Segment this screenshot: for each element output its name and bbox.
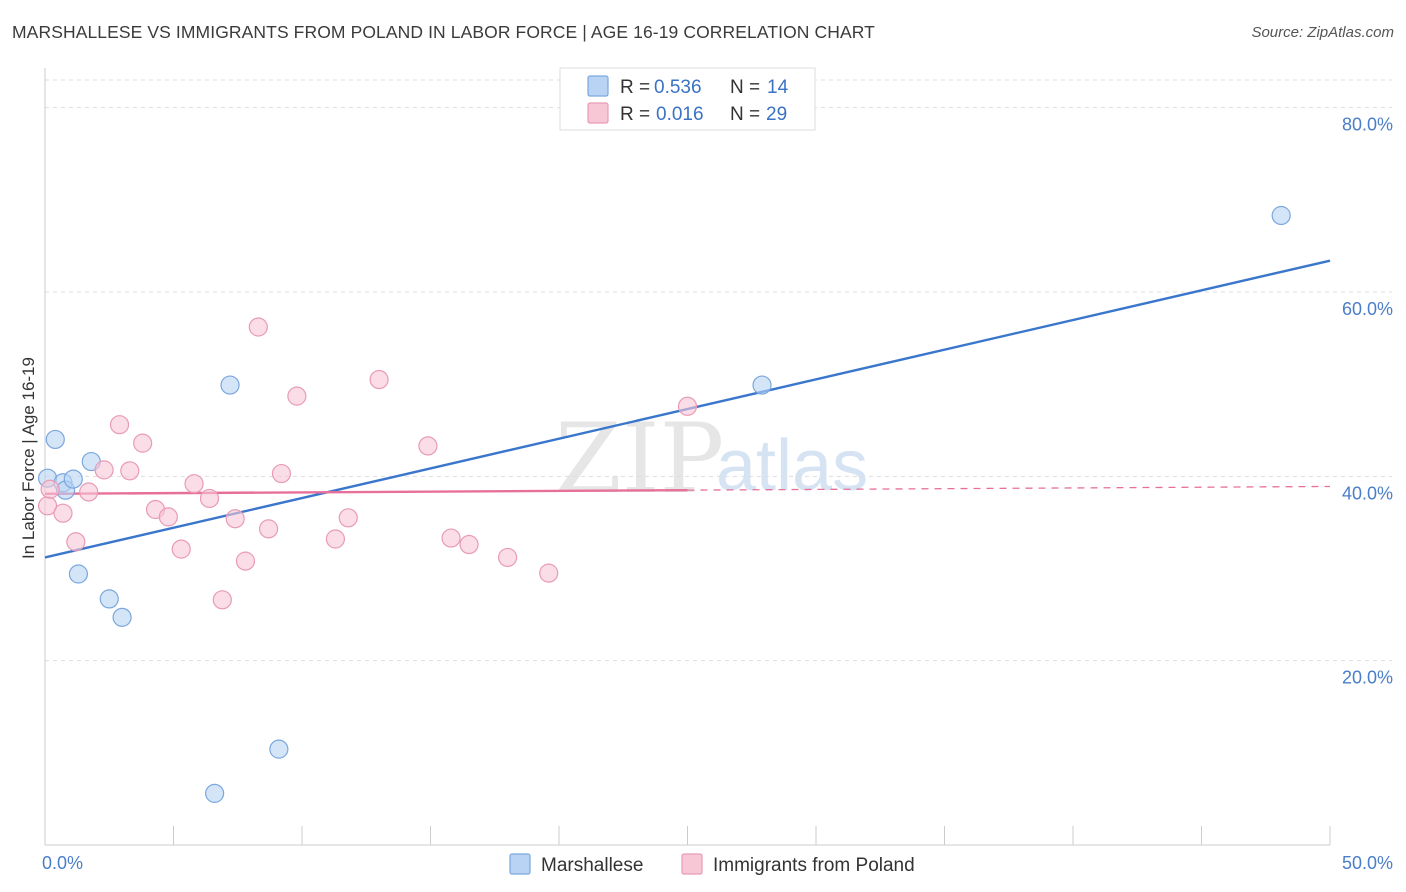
data-point-marshallese <box>752 375 772 395</box>
data-point-marshallese <box>112 607 132 627</box>
bottom-legend-label-poland: Immigrants from Poland <box>713 855 915 876</box>
x-tick-label: 0.0% <box>42 853 83 873</box>
data-point-poland <box>66 532 86 552</box>
legend-n-value: 29 <box>766 104 787 125</box>
data-point-poland <box>235 551 256 571</box>
data-point-marshallese <box>269 739 289 759</box>
data-point-poland <box>539 563 559 583</box>
bottom-legend-swatch-poland <box>681 853 703 875</box>
data-point-poland <box>158 507 178 527</box>
y-axis-label: In Labor Force | Age 16-19 <box>19 357 38 559</box>
data-point-marshallese <box>45 429 65 450</box>
data-point-poland <box>53 503 73 523</box>
data-point-poland <box>133 433 153 453</box>
data-point-poland <box>120 461 140 481</box>
axes <box>44 68 1331 846</box>
legend-n-label: N = <box>730 77 760 98</box>
bottom-legend-swatch-marshallese <box>509 853 531 875</box>
data-point-marshallese <box>99 589 119 609</box>
data-point-poland <box>109 415 130 435</box>
legend-r-label: R = <box>620 77 650 98</box>
data-point-poland <box>248 317 268 337</box>
legend: R = 0.536 N = 14 R = 0.016 N = 29 <box>559 67 816 131</box>
bottom-legend-label-marshallese: Marshallese <box>541 855 643 876</box>
grid-lines <box>45 79 1392 662</box>
legend-r-value: 0.536 <box>654 77 702 98</box>
data-point-poland <box>258 519 279 539</box>
watermark: ZIP atlas <box>555 403 868 515</box>
legend-n-label: N = <box>730 104 760 125</box>
data-point-poland <box>418 436 438 456</box>
data-point-poland <box>441 528 461 548</box>
legend-swatch-marshallese <box>587 75 609 97</box>
x-tick-labels: 0.0% 50.0% <box>42 853 1393 873</box>
data-point-marshallese <box>68 564 89 584</box>
data-point-poland <box>325 529 346 549</box>
y-tick-label: 60.0% <box>1342 299 1393 319</box>
trend-line-poland <box>44 488 688 496</box>
legend-r-label: R = <box>620 104 650 125</box>
y-tick-label: 80.0% <box>1342 115 1393 135</box>
data-point-marshallese <box>63 469 83 489</box>
trend-line-extension-poland <box>687 485 1331 491</box>
legend-r-value: 0.016 <box>656 104 704 125</box>
data-point-poland <box>459 534 479 555</box>
watermark-zip: ZIP <box>555 403 724 515</box>
data-point-poland <box>498 547 518 568</box>
source-attribution: Source: ZipAtlas.com <box>1251 24 1394 41</box>
data-point-poland <box>271 463 292 484</box>
chart-title: MARSHALLESE VS IMMIGRANTS FROM POLAND IN… <box>12 22 875 42</box>
data-point-poland <box>40 479 60 499</box>
data-points <box>37 205 1291 803</box>
data-point-poland <box>677 396 698 416</box>
data-point-poland <box>171 539 191 559</box>
data-point-poland <box>338 508 358 528</box>
bottom-legend: Marshallese Immigrants from Poland <box>509 853 915 876</box>
data-point-marshallese <box>1271 205 1291 226</box>
data-point-poland <box>212 590 232 610</box>
x-tick-label: 50.0% <box>1342 853 1393 873</box>
data-point-poland <box>94 460 114 480</box>
data-point-poland <box>184 474 204 494</box>
data-point-marshallese <box>220 375 240 395</box>
y-tick-label: 40.0% <box>1342 483 1393 503</box>
data-point-poland <box>199 488 220 509</box>
y-tick-labels: 20.0% 40.0% 60.0% 80.0% <box>1342 115 1393 688</box>
legend-n-value: 14 <box>767 77 789 98</box>
data-point-poland <box>287 386 307 406</box>
watermark-atlas: atlas <box>716 426 868 506</box>
data-point-poland <box>225 509 245 529</box>
data-point-marshallese <box>205 783 225 803</box>
data-point-poland <box>79 482 99 502</box>
data-point-poland <box>369 369 389 390</box>
legend-swatch-poland <box>587 102 609 124</box>
y-tick-label: 20.0% <box>1342 668 1393 688</box>
